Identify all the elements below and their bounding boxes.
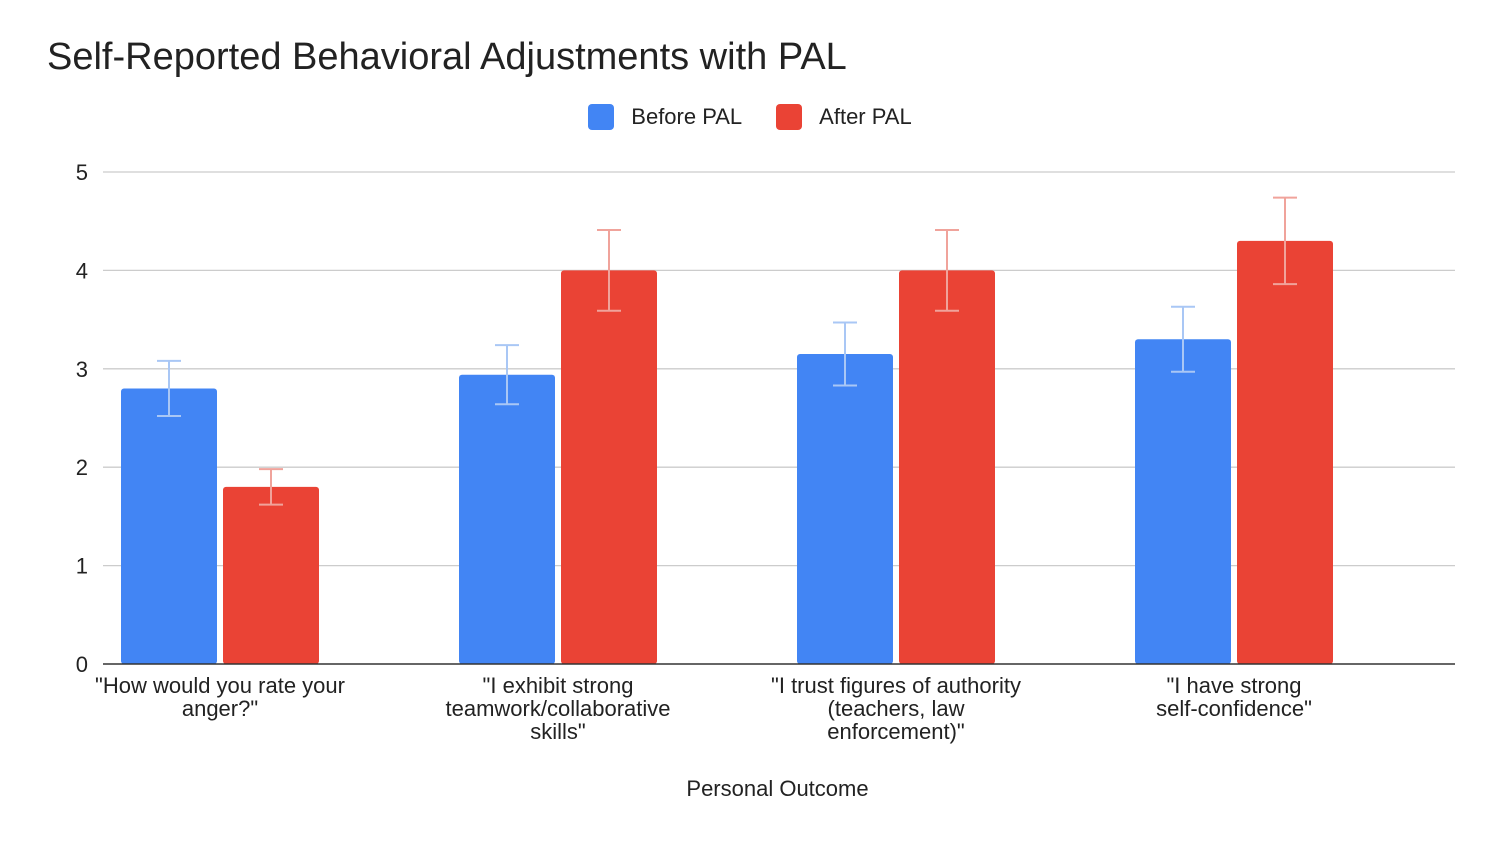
y-tick-label: 4: [76, 258, 88, 283]
bar-before-1: [459, 374, 555, 664]
bar-before-3: [1135, 339, 1231, 664]
legend-label-after: After PAL: [819, 104, 912, 129]
y-tick-label: 0: [76, 652, 88, 677]
x-tick-label: "How would you rate your anger?": [95, 673, 345, 721]
x-axis-title: Personal Outcome: [686, 776, 869, 801]
x-tick-label: "I exhibit strong teamwork/collaborative…: [445, 673, 671, 744]
y-tick-label: 3: [76, 357, 88, 382]
legend-swatch-before: [588, 104, 615, 130]
bar-after-2: [899, 270, 995, 664]
legend-item-after[interactable]: After PAL: [776, 104, 912, 130]
legend-item-before[interactable]: Before PAL: [588, 104, 742, 130]
bar-after-0: [223, 486, 319, 664]
y-tick-label: 2: [76, 455, 88, 480]
x-tick-label: "I have strong self-confidence": [1156, 673, 1312, 721]
bar-before-0: [121, 388, 217, 664]
chart-title: Self-Reported Behavioral Adjustments wit…: [47, 36, 847, 78]
bar-before-2: [797, 354, 893, 664]
x-tick-label: "I trust figures of authority (teachers,…: [771, 673, 1021, 744]
legend: Before PAL After PAL: [0, 104, 1500, 130]
error-bar-layer: [157, 196, 1297, 506]
legend-label-before: Before PAL: [631, 104, 743, 129]
bar-after-1: [561, 270, 657, 664]
bar-after-3: [1237, 240, 1333, 664]
bar-layer: [121, 240, 1333, 664]
legend-swatch-after: [776, 104, 803, 130]
y-tick-label: 1: [76, 554, 88, 579]
y-tick-label: 5: [76, 160, 88, 185]
axis-layer: 0 1 2 3 4 5: [76, 160, 1455, 677]
